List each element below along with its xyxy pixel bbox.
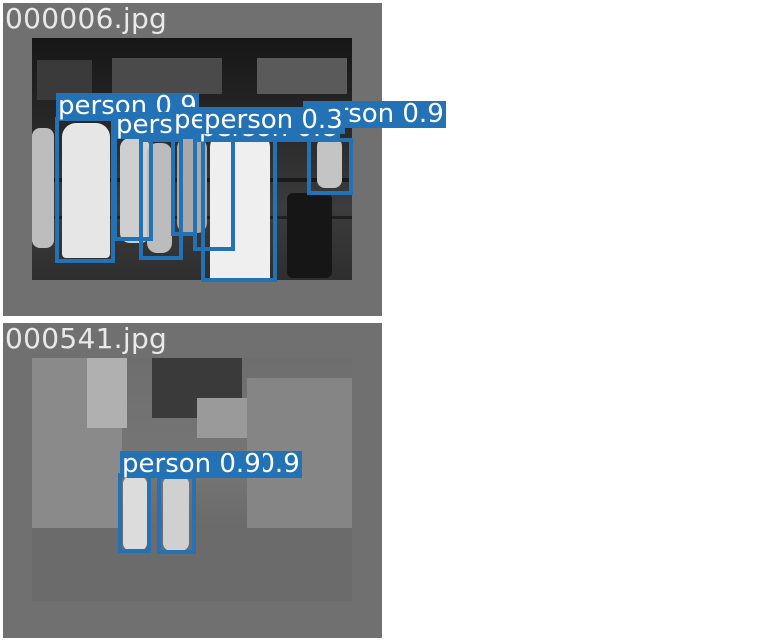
thermal-image-crowd [32, 38, 352, 280]
detection-box [157, 475, 196, 554]
detection-box [307, 138, 353, 195]
image-filename: 000541.jpg [5, 323, 168, 355]
detection-label: person 0.3 [202, 105, 345, 135]
detection-box [201, 137, 277, 282]
image-filename: 000006.jpg [5, 2, 168, 35]
image-panel-2: 000541.jpg person 0.9 person 0.9 [3, 323, 382, 638]
image-panel-1: 000006.jpg person 0.9 person 0.9 person … [3, 2, 446, 316]
detection-box [55, 117, 115, 263]
detection-label: person 0.9 [120, 449, 263, 479]
detection-box [139, 138, 183, 260]
detection-box [118, 473, 151, 553]
